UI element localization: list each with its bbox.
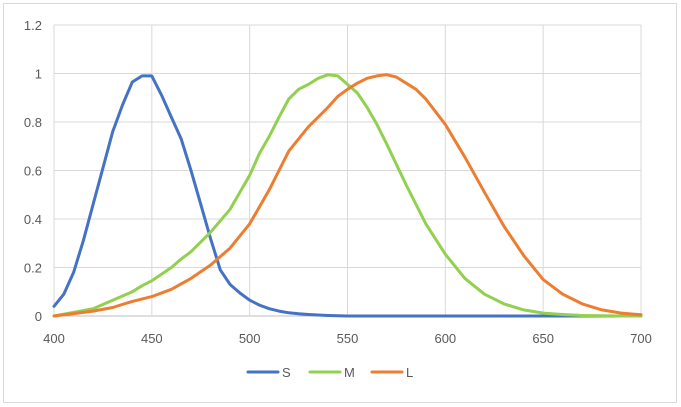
x-axis-tick-labels: 400 450 500 550 600 650 700 bbox=[43, 331, 652, 346]
x-tick-label: 400 bbox=[43, 331, 65, 346]
x-tick-label: 550 bbox=[337, 331, 359, 346]
x-tick-label: 500 bbox=[239, 331, 261, 346]
legend-label-M: M bbox=[344, 365, 355, 380]
chart-frame: 0 0.2 0.4 0.6 0.8 1 1.2 400 450 500 550 600 650 700 … bbox=[3, 3, 677, 403]
x-tick-label: 600 bbox=[434, 331, 456, 346]
series-lines bbox=[52, 73, 643, 318]
y-tick-label: 0.4 bbox=[24, 212, 42, 227]
y-tick-label: 1 bbox=[35, 67, 42, 82]
series-line-L bbox=[52, 73, 643, 318]
x-tick-label: 450 bbox=[141, 331, 163, 346]
y-axis-tick-labels: 0 0.2 0.4 0.6 0.8 1 1.2 bbox=[24, 18, 42, 324]
series-line-S bbox=[52, 74, 643, 318]
y-tick-label: 0.6 bbox=[24, 164, 42, 179]
legend-label-S: S bbox=[282, 365, 291, 380]
y-tick-label: 1.2 bbox=[24, 18, 42, 33]
legend-label-L: L bbox=[406, 365, 413, 380]
line-chart: 00.20.40.60.811.2 400 450 500 550 600 650 700 … bbox=[24, 18, 652, 380]
y-tick-label: 0.8 bbox=[24, 115, 42, 130]
y-tick-label: 0.2 bbox=[24, 261, 42, 276]
y-tick-label: 0 bbox=[35, 309, 42, 324]
gridlines bbox=[53, 24, 642, 317]
series-line-M bbox=[52, 73, 643, 318]
x-tick-label: 700 bbox=[630, 331, 652, 346]
x-tick-label: 650 bbox=[532, 331, 554, 346]
